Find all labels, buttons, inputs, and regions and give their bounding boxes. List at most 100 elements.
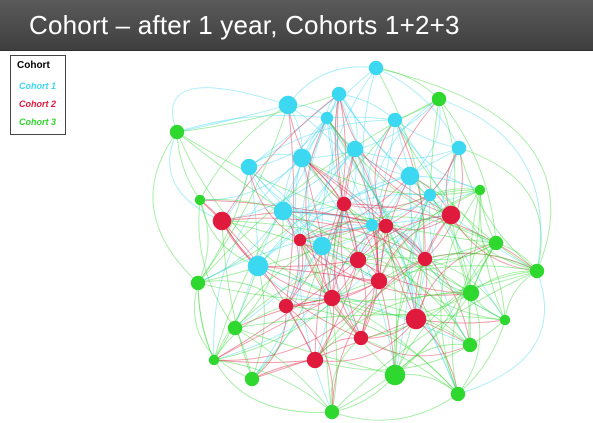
- network-edge: [326, 117, 471, 346]
- network-edge: [326, 117, 411, 177]
- network-edge: [334, 93, 373, 226]
- network-edge: [371, 189, 481, 226]
- network-edge: [357, 189, 481, 261]
- network-edge: [251, 305, 287, 380]
- network-edge: [330, 337, 362, 413]
- network-edge: [385, 225, 398, 376]
- network-edge: [343, 203, 380, 282]
- network-edge: [378, 252, 538, 282]
- network-edge: [221, 220, 253, 380]
- network-edge: [385, 225, 459, 395]
- node-cohort-2: [370, 272, 388, 290]
- node-cohort-3: [384, 364, 406, 386]
- node-cohort-3: [244, 371, 260, 387]
- network-edge: [334, 93, 345, 205]
- network-edge: [282, 93, 340, 212]
- network-edge: [198, 199, 236, 329]
- network-edge: [378, 189, 481, 282]
- network-edge: [314, 319, 506, 371]
- node-cohort-1: [278, 95, 298, 115]
- network-edge: [197, 104, 289, 284]
- network-edge: [343, 203, 472, 294]
- network-edge: [248, 93, 340, 168]
- node-cohort-3: [324, 404, 340, 420]
- network-edge: [450, 214, 538, 272]
- network-edge: [376, 98, 440, 282]
- network-edge: [248, 166, 380, 282]
- network-edge: [251, 265, 265, 380]
- network-edge: [299, 221, 373, 241]
- node-cohort-2: [441, 205, 461, 225]
- network-edge: [299, 117, 333, 241]
- network-edge: [301, 98, 440, 159]
- node-cohort-2: [306, 351, 324, 369]
- node-cohort-3: [194, 194, 206, 206]
- network-edge: [394, 119, 426, 260]
- network-edge: [415, 318, 459, 395]
- network-edge: [354, 148, 506, 321]
- node-cohort-2: [378, 218, 394, 234]
- network-edge: [394, 194, 431, 376]
- network-edge: [357, 214, 452, 261]
- network-edge: [234, 314, 506, 329]
- network-edge: [248, 117, 328, 168]
- network-edge: [287, 66, 377, 106]
- network-edge: [299, 239, 396, 376]
- network-edge: [257, 148, 356, 267]
- node-cohort-3: [208, 354, 220, 366]
- network-edge: [321, 67, 377, 247]
- network-edge: [176, 104, 289, 133]
- network-nodes: [169, 60, 545, 420]
- network-edge: [257, 259, 359, 268]
- network-edge: [299, 148, 356, 241]
- network-edge: [429, 194, 472, 294]
- legend-item-cohort-3: Cohort 3: [19, 117, 56, 127]
- network-edge: [221, 93, 340, 222]
- network-edge: [378, 214, 452, 282]
- network-edge: [451, 242, 497, 395]
- network-edge: [314, 259, 359, 361]
- network-edge: [213, 210, 284, 361]
- network-edge: [326, 117, 373, 226]
- network-edge: [282, 210, 373, 231]
- network-edge: [213, 359, 333, 413]
- network-edge: [299, 175, 411, 241]
- node-cohort-3: [227, 320, 243, 336]
- network-edge: [409, 175, 506, 321]
- network-edge: [197, 199, 209, 284]
- network-edge: [257, 175, 411, 267]
- network-edge: [331, 292, 472, 316]
- legend: Cohort Cohort 1 Cohort 2 Cohort 3: [10, 55, 66, 135]
- network-edge: [331, 393, 459, 421]
- network-edge: [248, 166, 323, 247]
- network-edge: [197, 157, 303, 284]
- network-edge: [338, 93, 459, 395]
- network-edge: [172, 87, 289, 133]
- network-edge: [287, 104, 417, 320]
- network-edge: [213, 265, 259, 361]
- network-edge: [374, 119, 396, 227]
- network-edge: [234, 327, 333, 413]
- network-edge: [331, 265, 538, 299]
- network-edge: [248, 166, 259, 267]
- network-edge: [415, 147, 460, 320]
- network-edge: [197, 280, 287, 307]
- node-cohort-1: [247, 255, 269, 277]
- network-edge: [299, 216, 497, 244]
- network-edge: [457, 270, 545, 395]
- node-cohort-3: [474, 184, 486, 196]
- network-edge: [438, 98, 542, 272]
- network-edge: [285, 305, 459, 395]
- network-edge: [375, 67, 425, 376]
- network-edge: [197, 119, 396, 284]
- network-edge: [438, 98, 497, 244]
- network-edge: [354, 148, 452, 216]
- network-edge: [360, 337, 471, 357]
- network-edge: [338, 93, 452, 216]
- network-edge: [394, 270, 538, 376]
- node-cohort-1: [312, 236, 332, 256]
- network-edge: [321, 245, 362, 339]
- network-edge: [197, 225, 387, 284]
- network-edge: [199, 157, 303, 201]
